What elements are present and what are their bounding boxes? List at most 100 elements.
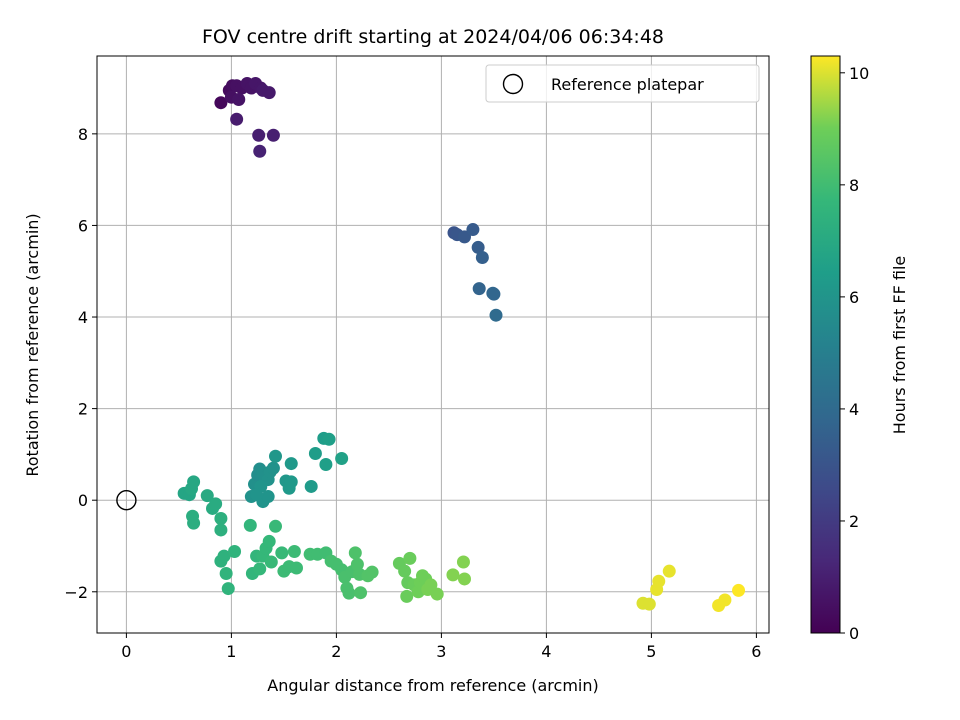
colorbar-tick-label: 2 (849, 512, 859, 531)
legend-box (485, 64, 760, 103)
data-point (308, 446, 322, 460)
colorbar-tick-label: 0 (849, 624, 859, 643)
x-tick-label: 6 (751, 642, 761, 661)
data-point (446, 568, 460, 582)
data-points (116, 76, 746, 613)
x-axis-label: Angular distance from reference (arcmin) (267, 676, 598, 695)
data-point (187, 475, 201, 489)
grid-lines (97, 56, 769, 633)
data-point (230, 112, 244, 126)
colorbar-tick-label: 8 (849, 176, 859, 195)
data-point (335, 452, 349, 466)
data-point (486, 286, 500, 300)
data-point (662, 564, 676, 578)
data-point (475, 250, 489, 264)
y-tick-label: −2 (64, 583, 88, 602)
data-point (430, 587, 444, 601)
data-point (250, 488, 264, 502)
data-point (354, 586, 368, 600)
y-tick-label: 2 (78, 400, 88, 419)
data-point (284, 457, 298, 471)
data-point (262, 86, 276, 100)
data-point (458, 572, 471, 586)
y-tick-label: 0 (78, 491, 88, 510)
data-point (228, 544, 242, 558)
x-tick-label: 0 (121, 642, 131, 661)
x-tick-label: 4 (541, 642, 551, 661)
data-point (350, 557, 364, 571)
colorbar-ticks: 0 2 4 6 8 10 (840, 64, 869, 643)
data-point (652, 574, 666, 588)
data-point (266, 128, 280, 142)
chart-title: FOV centre drift starting at 2024/04/06 … (202, 26, 664, 48)
data-point (342, 586, 356, 600)
x-tick-label: 3 (436, 642, 446, 661)
data-point (187, 516, 201, 530)
y-tick-label: 4 (78, 308, 88, 327)
legend-marker (502, 73, 524, 95)
data-point (275, 546, 289, 560)
plot-frame (96, 55, 770, 634)
data-point (219, 566, 233, 580)
data-point (456, 555, 470, 569)
data-point (232, 93, 246, 107)
colorbar-tick-label: 10 (849, 64, 869, 83)
colorbar-frame (810, 55, 841, 634)
data-point (489, 308, 503, 322)
data-point (424, 578, 438, 592)
data-point (284, 475, 298, 489)
reference-point (116, 489, 137, 511)
data-point (365, 565, 379, 579)
colorbar: 0 2 4 6 8 10 Hours from first FF file (810, 55, 909, 643)
data-point (718, 593, 732, 607)
data-point (252, 128, 266, 142)
data-point (471, 240, 485, 254)
colorbar-label: Hours from first FF file (890, 256, 909, 435)
y-tick-label: 8 (78, 125, 88, 144)
x-tick-label: 1 (226, 642, 236, 661)
data-point (472, 282, 486, 296)
data-point (400, 589, 414, 603)
data-point (264, 555, 278, 569)
data-point (209, 497, 223, 511)
data-point (458, 230, 471, 244)
data-point (732, 583, 746, 597)
data-point (214, 96, 228, 110)
data-point (322, 432, 336, 446)
data-point (217, 549, 231, 563)
colorbar-gradient (811, 56, 840, 633)
data-point (262, 534, 276, 548)
data-point (287, 544, 301, 558)
colorbar-tick-label: 6 (849, 288, 859, 307)
data-point (403, 551, 417, 565)
legend: Reference platepar (485, 64, 760, 103)
y-axis-ticks: −2 0 2 4 6 8 (64, 125, 97, 602)
data-point (304, 479, 318, 493)
data-point (398, 564, 412, 578)
data-point (214, 523, 228, 537)
data-point (266, 461, 280, 475)
data-point (319, 457, 333, 471)
data-point (269, 519, 282, 533)
data-point (243, 518, 257, 532)
x-tick-label: 2 (331, 642, 341, 661)
data-point (348, 546, 362, 560)
colorbar-tick-label: 4 (849, 400, 859, 419)
data-point (466, 223, 480, 237)
data-point (269, 449, 282, 463)
data-point (253, 144, 267, 158)
x-axis-ticks: 0 1 2 3 4 5 6 (121, 633, 761, 661)
data-point (290, 561, 303, 575)
y-axis-label: Rotation from reference (arcmin) (23, 213, 42, 476)
y-tick-label: 6 (78, 216, 88, 235)
data-point (200, 489, 214, 503)
data-point (642, 597, 656, 611)
data-point (261, 490, 275, 504)
x-tick-label: 5 (646, 642, 656, 661)
data-point (214, 512, 228, 526)
legend-label-reference: Reference platepar (551, 75, 704, 94)
data-point (253, 562, 267, 576)
data-point (221, 582, 235, 596)
